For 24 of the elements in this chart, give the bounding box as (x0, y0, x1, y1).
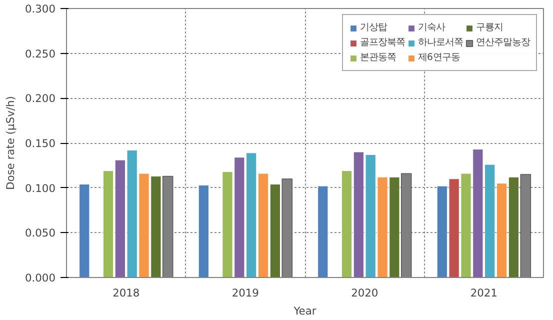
legend-label: 기숙사 (418, 21, 445, 34)
y-tick-label: 0.150 (24, 137, 56, 150)
y-tick-label: 0.000 (24, 272, 56, 284)
legend-label: 연산주말농장 (476, 36, 530, 49)
x-axis-title: Year (292, 304, 317, 318)
x-tick-label: 2021 (470, 286, 498, 300)
y-tick-label: 0.100 (24, 182, 56, 195)
y-axis-title: Dose rate (μSv/h) (4, 96, 17, 190)
legend-label: 구룡지 (476, 21, 503, 34)
bar (79, 184, 90, 278)
legend-label: 하나로서쪽 (418, 36, 463, 49)
legend-label: 제6연구동 (418, 51, 460, 64)
legend-label: 골프장북쪽 (360, 36, 405, 49)
bar (198, 184, 209, 278)
x-tick-label: 2020 (351, 286, 378, 300)
y-tick-label: 0.300 (24, 2, 56, 16)
bar (318, 186, 328, 278)
legend-label: 기상탑 (360, 21, 387, 34)
legend-label: 본관동쪽 (360, 51, 396, 64)
y-tick-label: 0.050 (24, 226, 56, 240)
y-tick-label: 0.200 (24, 92, 56, 106)
y-tick-label: 0.250 (24, 47, 56, 60)
x-tick-label: 2018 (112, 286, 140, 300)
x-tick-label: 2019 (232, 286, 260, 300)
